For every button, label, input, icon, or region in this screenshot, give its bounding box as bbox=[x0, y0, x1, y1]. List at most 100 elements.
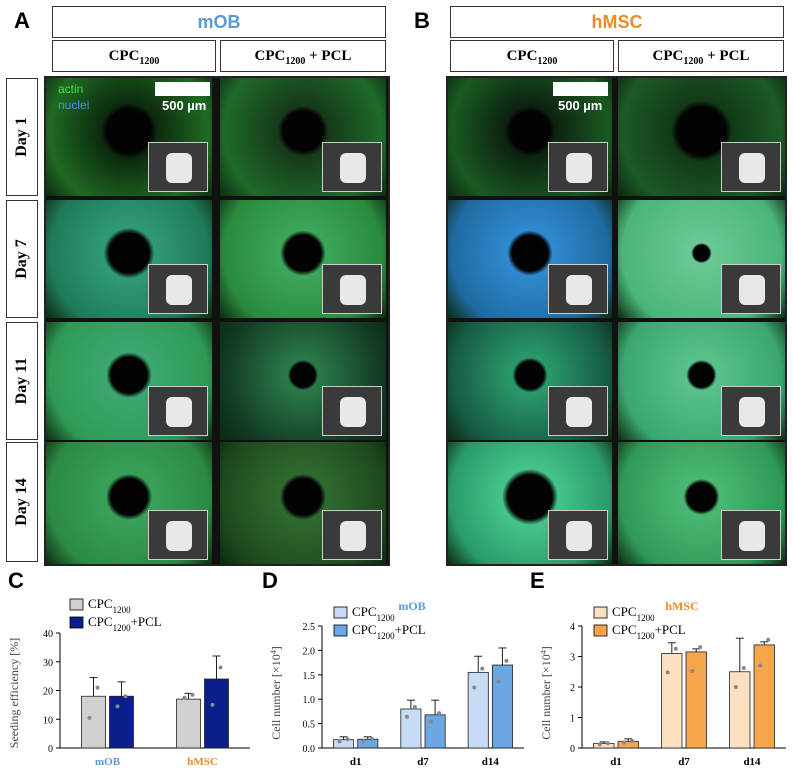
scaffold-shape bbox=[340, 275, 366, 305]
y-axis-label: Cell number [×104] bbox=[539, 646, 554, 739]
micrograph-day14-mob-cpc-pcl bbox=[220, 442, 386, 564]
scaffold-shape bbox=[566, 397, 592, 427]
data-point bbox=[190, 692, 195, 697]
panel-letter-c: C bbox=[8, 568, 24, 593]
scaffold-shape bbox=[739, 275, 765, 305]
y-tick-label: 40 bbox=[43, 629, 53, 640]
data-point bbox=[673, 646, 678, 651]
data-point bbox=[437, 711, 442, 716]
y-tick-label: 20 bbox=[43, 687, 53, 698]
chart-title: hMSC bbox=[665, 599, 698, 613]
data-point bbox=[218, 665, 223, 670]
bar-d7-series1 bbox=[685, 651, 707, 749]
bar-d14-series0 bbox=[467, 671, 489, 749]
panel-b-cell-type-header: hMSC bbox=[450, 6, 784, 38]
micrograph-day11-mob-cpc-pcl bbox=[220, 322, 386, 440]
x-tick-label-d1: d1 bbox=[610, 756, 622, 768]
y-tick-label: 3 bbox=[570, 653, 575, 664]
bar-d7-series0 bbox=[400, 708, 422, 749]
legend-cpc1200-pcl-label: CPC1200+PCL bbox=[352, 622, 426, 641]
col2-tail: + PCL bbox=[703, 48, 750, 64]
y-tick-label: 1.0 bbox=[303, 695, 316, 706]
micrograph-day14-hmsc-cpc-pcl bbox=[618, 442, 785, 564]
legend-cpc1200-swatch bbox=[69, 598, 84, 611]
scaffold-shape bbox=[340, 153, 366, 183]
bar-d1-series0 bbox=[333, 739, 355, 749]
scale-label-a: 500 µm bbox=[162, 98, 207, 113]
row-label-day14: Day 14 bbox=[6, 442, 38, 562]
macro-inset-image bbox=[148, 142, 208, 192]
micrograph-day1-mob-cpc bbox=[46, 78, 212, 196]
data-point bbox=[690, 669, 695, 674]
data-point bbox=[123, 694, 128, 699]
data-point bbox=[337, 739, 342, 744]
micrograph-day11-mob-cpc bbox=[46, 322, 212, 440]
panel-b-cell-type: hMSC bbox=[591, 12, 643, 32]
data-point bbox=[345, 737, 350, 742]
macro-inset-image bbox=[322, 142, 382, 192]
data-point bbox=[698, 645, 703, 650]
panel-letter-b: B bbox=[414, 8, 430, 33]
day-text: Day 11 bbox=[13, 357, 30, 405]
panel-a-cell-type-header: mOB bbox=[52, 6, 386, 38]
data-point bbox=[665, 670, 670, 675]
micrograph-day11-hmsc-cpc-pcl bbox=[618, 322, 785, 440]
bar-d7-series0 bbox=[661, 653, 683, 749]
bar-hMSC-series1 bbox=[204, 678, 229, 749]
y-tick-label: 0.5 bbox=[303, 720, 316, 731]
legend-cpc1200-swatch bbox=[333, 606, 348, 619]
scaffold-shape bbox=[166, 153, 192, 183]
data-point bbox=[480, 666, 485, 671]
macro-inset-image bbox=[548, 142, 608, 192]
scaffold-shape bbox=[739, 521, 765, 551]
day-text: Day 7 bbox=[13, 239, 30, 279]
micrograph-day14-mob-cpc bbox=[46, 442, 212, 564]
macro-inset-image bbox=[548, 510, 608, 560]
data-point bbox=[496, 679, 501, 684]
scaffold-shape bbox=[739, 153, 765, 183]
data-point bbox=[597, 742, 602, 747]
data-point bbox=[622, 740, 627, 745]
panel-b-col2-header: CPC1200 + PCL bbox=[618, 40, 784, 72]
macro-inset-image bbox=[721, 264, 781, 314]
chart-seeding-efficiency: 0 10 20 30 40 mOB hMSC Seeding efficiency [%] CP… bbox=[7, 596, 250, 768]
data-point bbox=[630, 738, 635, 743]
y-tick-label: 2.5 bbox=[303, 622, 316, 633]
day-text: Day 1 bbox=[13, 117, 30, 157]
data-point bbox=[741, 665, 746, 670]
y-tick-label: 1 bbox=[570, 714, 575, 725]
scaffold-shape bbox=[566, 275, 592, 305]
macro-inset-image bbox=[322, 510, 382, 560]
legend-cpc1200-swatch bbox=[593, 606, 608, 619]
legend-cpc1200-pcl-label: CPC1200+PCL bbox=[88, 614, 162, 633]
y-tick-label: 2 bbox=[570, 683, 575, 694]
x-tick-label-mOB: mOB bbox=[95, 756, 121, 768]
chart-hmsc-cell-number: 0 1 2 3 4 d1 d7 d14 hMSC Cell number [×104] CPC120… bbox=[539, 599, 786, 768]
chart-mob-cell-number: 0.0 0.5 1.0 1.5 2.0 2.5 d1 d7 d14 mOB Cell number … bbox=[269, 599, 524, 768]
scaffold-shape bbox=[166, 521, 192, 551]
day-text: Day 14 bbox=[13, 478, 30, 526]
bar-d7-series1 bbox=[424, 714, 446, 749]
micrograph-day1-hmsc-cpc bbox=[448, 78, 612, 196]
micrograph-day11-hmsc-cpc bbox=[448, 322, 612, 440]
bar-d1-series1 bbox=[357, 738, 379, 749]
legend-cpc1200-pcl-label: CPC1200+PCL bbox=[612, 622, 686, 641]
panel-a-col1-header: CPC1200 bbox=[52, 40, 216, 72]
macro-inset-image bbox=[148, 386, 208, 436]
micrograph-day14-hmsc-cpc bbox=[448, 442, 612, 564]
bar-d14-series0 bbox=[729, 671, 751, 749]
x-tick-label-hMSC: hMSC bbox=[187, 756, 218, 768]
row-label-day1: Day 1 bbox=[6, 78, 38, 196]
bar-d14-series1 bbox=[491, 664, 513, 749]
col2-tail: + PCL bbox=[305, 48, 352, 64]
legend-cpc1200-pcl-swatch bbox=[333, 624, 348, 637]
bar-d14-series1 bbox=[753, 644, 775, 749]
macro-inset-image bbox=[322, 264, 382, 314]
channel-label-actin: actin bbox=[58, 82, 84, 96]
data-point bbox=[369, 736, 374, 741]
scaffold-shape bbox=[340, 521, 366, 551]
scaffold-shape bbox=[340, 397, 366, 427]
legend-cpc1200-label: CPC1200 bbox=[88, 596, 131, 615]
y-tick-label: 4 bbox=[570, 622, 575, 633]
legend-cpc1200-label: CPC1200 bbox=[352, 604, 395, 623]
